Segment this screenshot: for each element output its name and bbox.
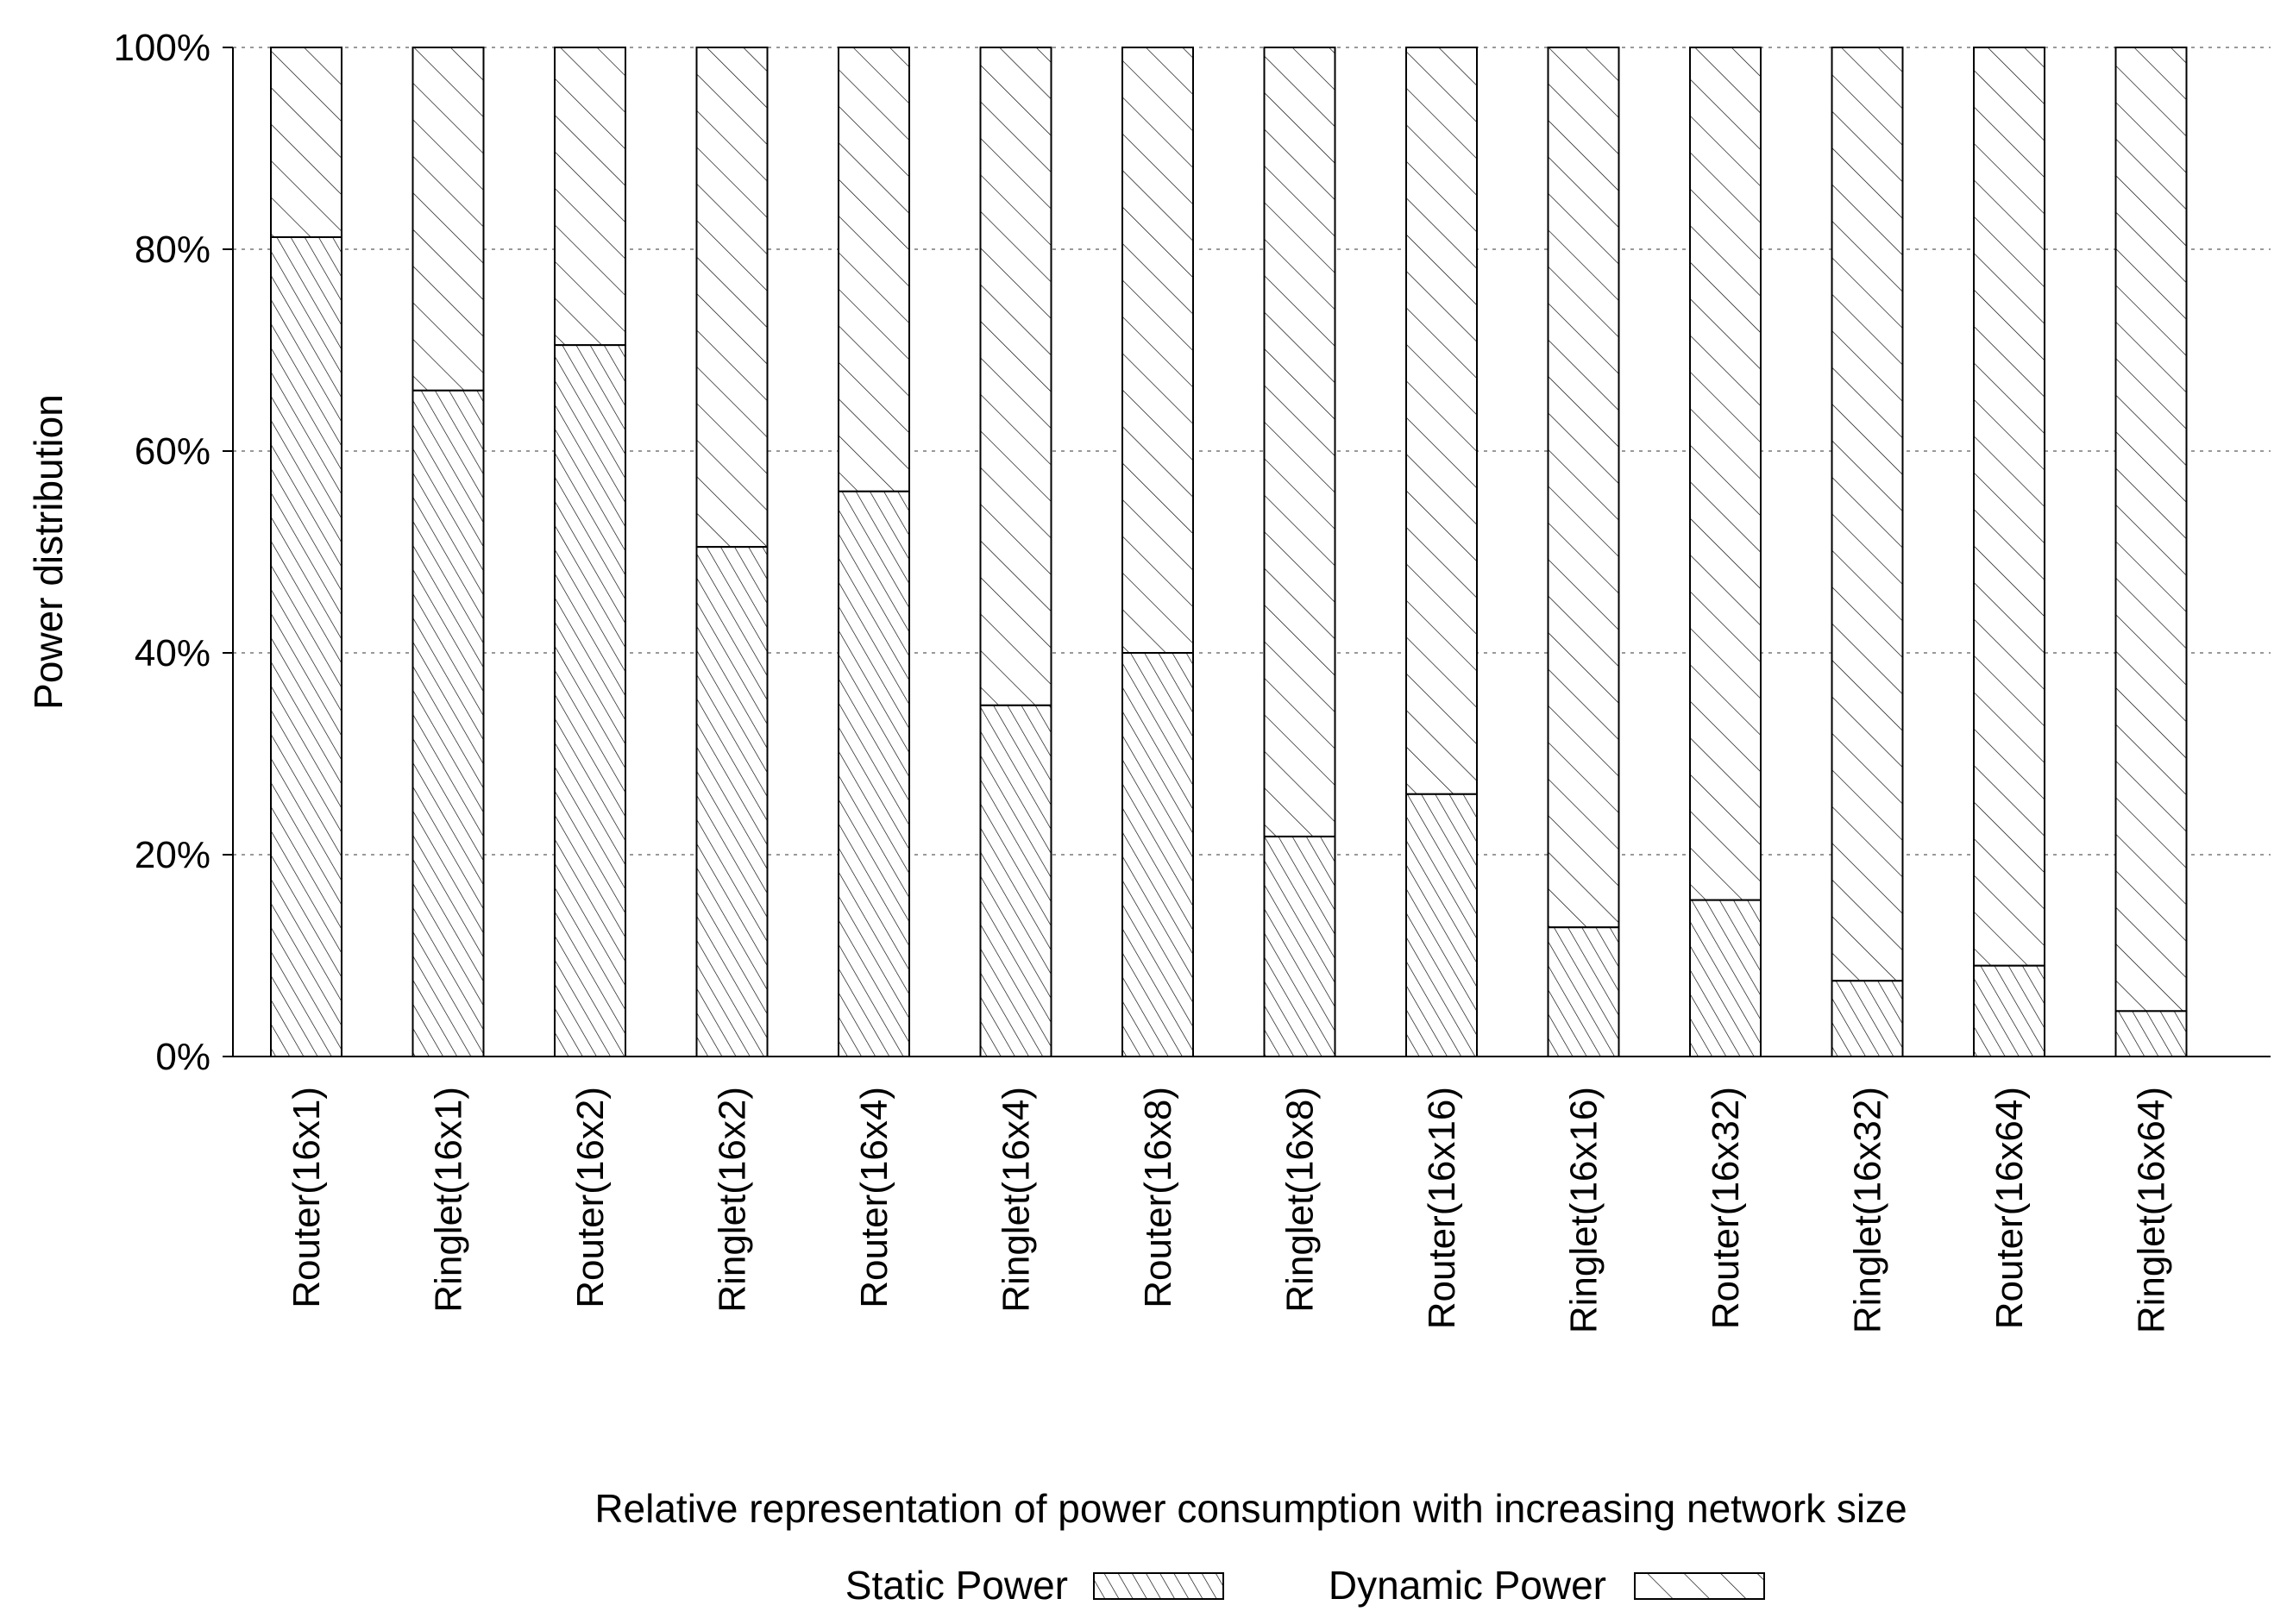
legend-label-dynamic: Dynamic Power — [1329, 1563, 1606, 1608]
bar-dynamic-power — [2114, 47, 2188, 1013]
bar-static-power — [1263, 835, 1336, 1057]
bar-static-power — [1831, 980, 1904, 1057]
bar-dynamic-power — [695, 47, 769, 549]
bar-static-power — [1973, 964, 2045, 1057]
bar-dynamic-power — [1689, 47, 1762, 901]
y-tick-label: 20% — [135, 834, 210, 876]
bar-static-power — [1405, 793, 1478, 1057]
x-tick-label: Ringlet(16x1) — [428, 1087, 470, 1313]
x-tick-label: Ringlet(16x4) — [996, 1087, 1038, 1313]
bar-dynamic-power — [1831, 47, 1904, 982]
bar-static-power — [2114, 1010, 2188, 1057]
x-tick-label: Ringlet(16x2) — [712, 1087, 754, 1313]
y-tick-label: 80% — [135, 229, 210, 271]
y-tick-labels: 0% 20% 40% 60% 80% 100% — [113, 27, 210, 1078]
x-tick-label: Router(16x32) — [1705, 1087, 1747, 1329]
bar-dynamic-power — [411, 47, 485, 392]
bar-dynamic-power — [554, 47, 626, 347]
bar-dynamic-power — [1405, 47, 1478, 795]
axes — [223, 47, 2271, 1057]
x-tick-labels: Router(16x1) Ringlet(16x1) Router(16x2) Rin… — [286, 1087, 2173, 1333]
bars — [270, 47, 2188, 1058]
bar-static-power — [1547, 926, 1620, 1057]
x-tick-label: Router(16x16) — [1421, 1087, 1463, 1329]
x-tick-label: Router(16x8) — [1137, 1087, 1179, 1308]
legend-swatch-static — [1093, 1572, 1224, 1600]
bar-static-power — [411, 389, 485, 1057]
bar-dynamic-power — [270, 47, 342, 238]
bar-dynamic-power — [1547, 47, 1620, 929]
y-tick-label: 40% — [135, 632, 210, 674]
x-axis-title: Relative representation of power consump… — [594, 1486, 1907, 1531]
bar-dynamic-power — [1263, 47, 1336, 837]
bar-dynamic-power — [979, 47, 1052, 706]
gridlines — [233, 47, 2271, 856]
legend-swatch-dynamic — [1634, 1572, 1765, 1600]
x-tick-label: Ringlet(16x8) — [1279, 1087, 1322, 1313]
bar-dynamic-power — [838, 47, 910, 492]
x-tick-label: Ringlet(16x16) — [1563, 1087, 1605, 1333]
y-tick-label: 100% — [113, 27, 210, 69]
x-tick-label: Router(16x4) — [853, 1087, 895, 1308]
y-tick-label: 0% — [155, 1036, 210, 1078]
bar-static-power — [979, 704, 1052, 1058]
x-tick-label: Router(16x64) — [1988, 1087, 2031, 1329]
bar-static-power — [838, 490, 910, 1057]
bar-dynamic-power — [1973, 47, 2045, 967]
bar-static-power — [270, 235, 342, 1057]
bar-static-power — [554, 344, 626, 1057]
x-tick-label: Router(16x1) — [286, 1087, 328, 1308]
bar-dynamic-power — [1121, 47, 1194, 654]
bar-static-power — [1121, 652, 1194, 1057]
legend-label-static: Static Power — [845, 1563, 1068, 1608]
x-tick-label: Ringlet(16x64) — [2131, 1087, 2173, 1333]
bar-static-power — [1689, 899, 1762, 1058]
y-axis-title: Power distribution — [26, 394, 71, 710]
bar-static-power — [695, 546, 769, 1057]
legend: Static Power Dynamic Power — [845, 1563, 1765, 1608]
x-tick-label: Router(16x2) — [569, 1087, 612, 1308]
y-tick-label: 60% — [135, 430, 210, 473]
x-tick-label: Ringlet(16x32) — [1847, 1087, 1889, 1333]
